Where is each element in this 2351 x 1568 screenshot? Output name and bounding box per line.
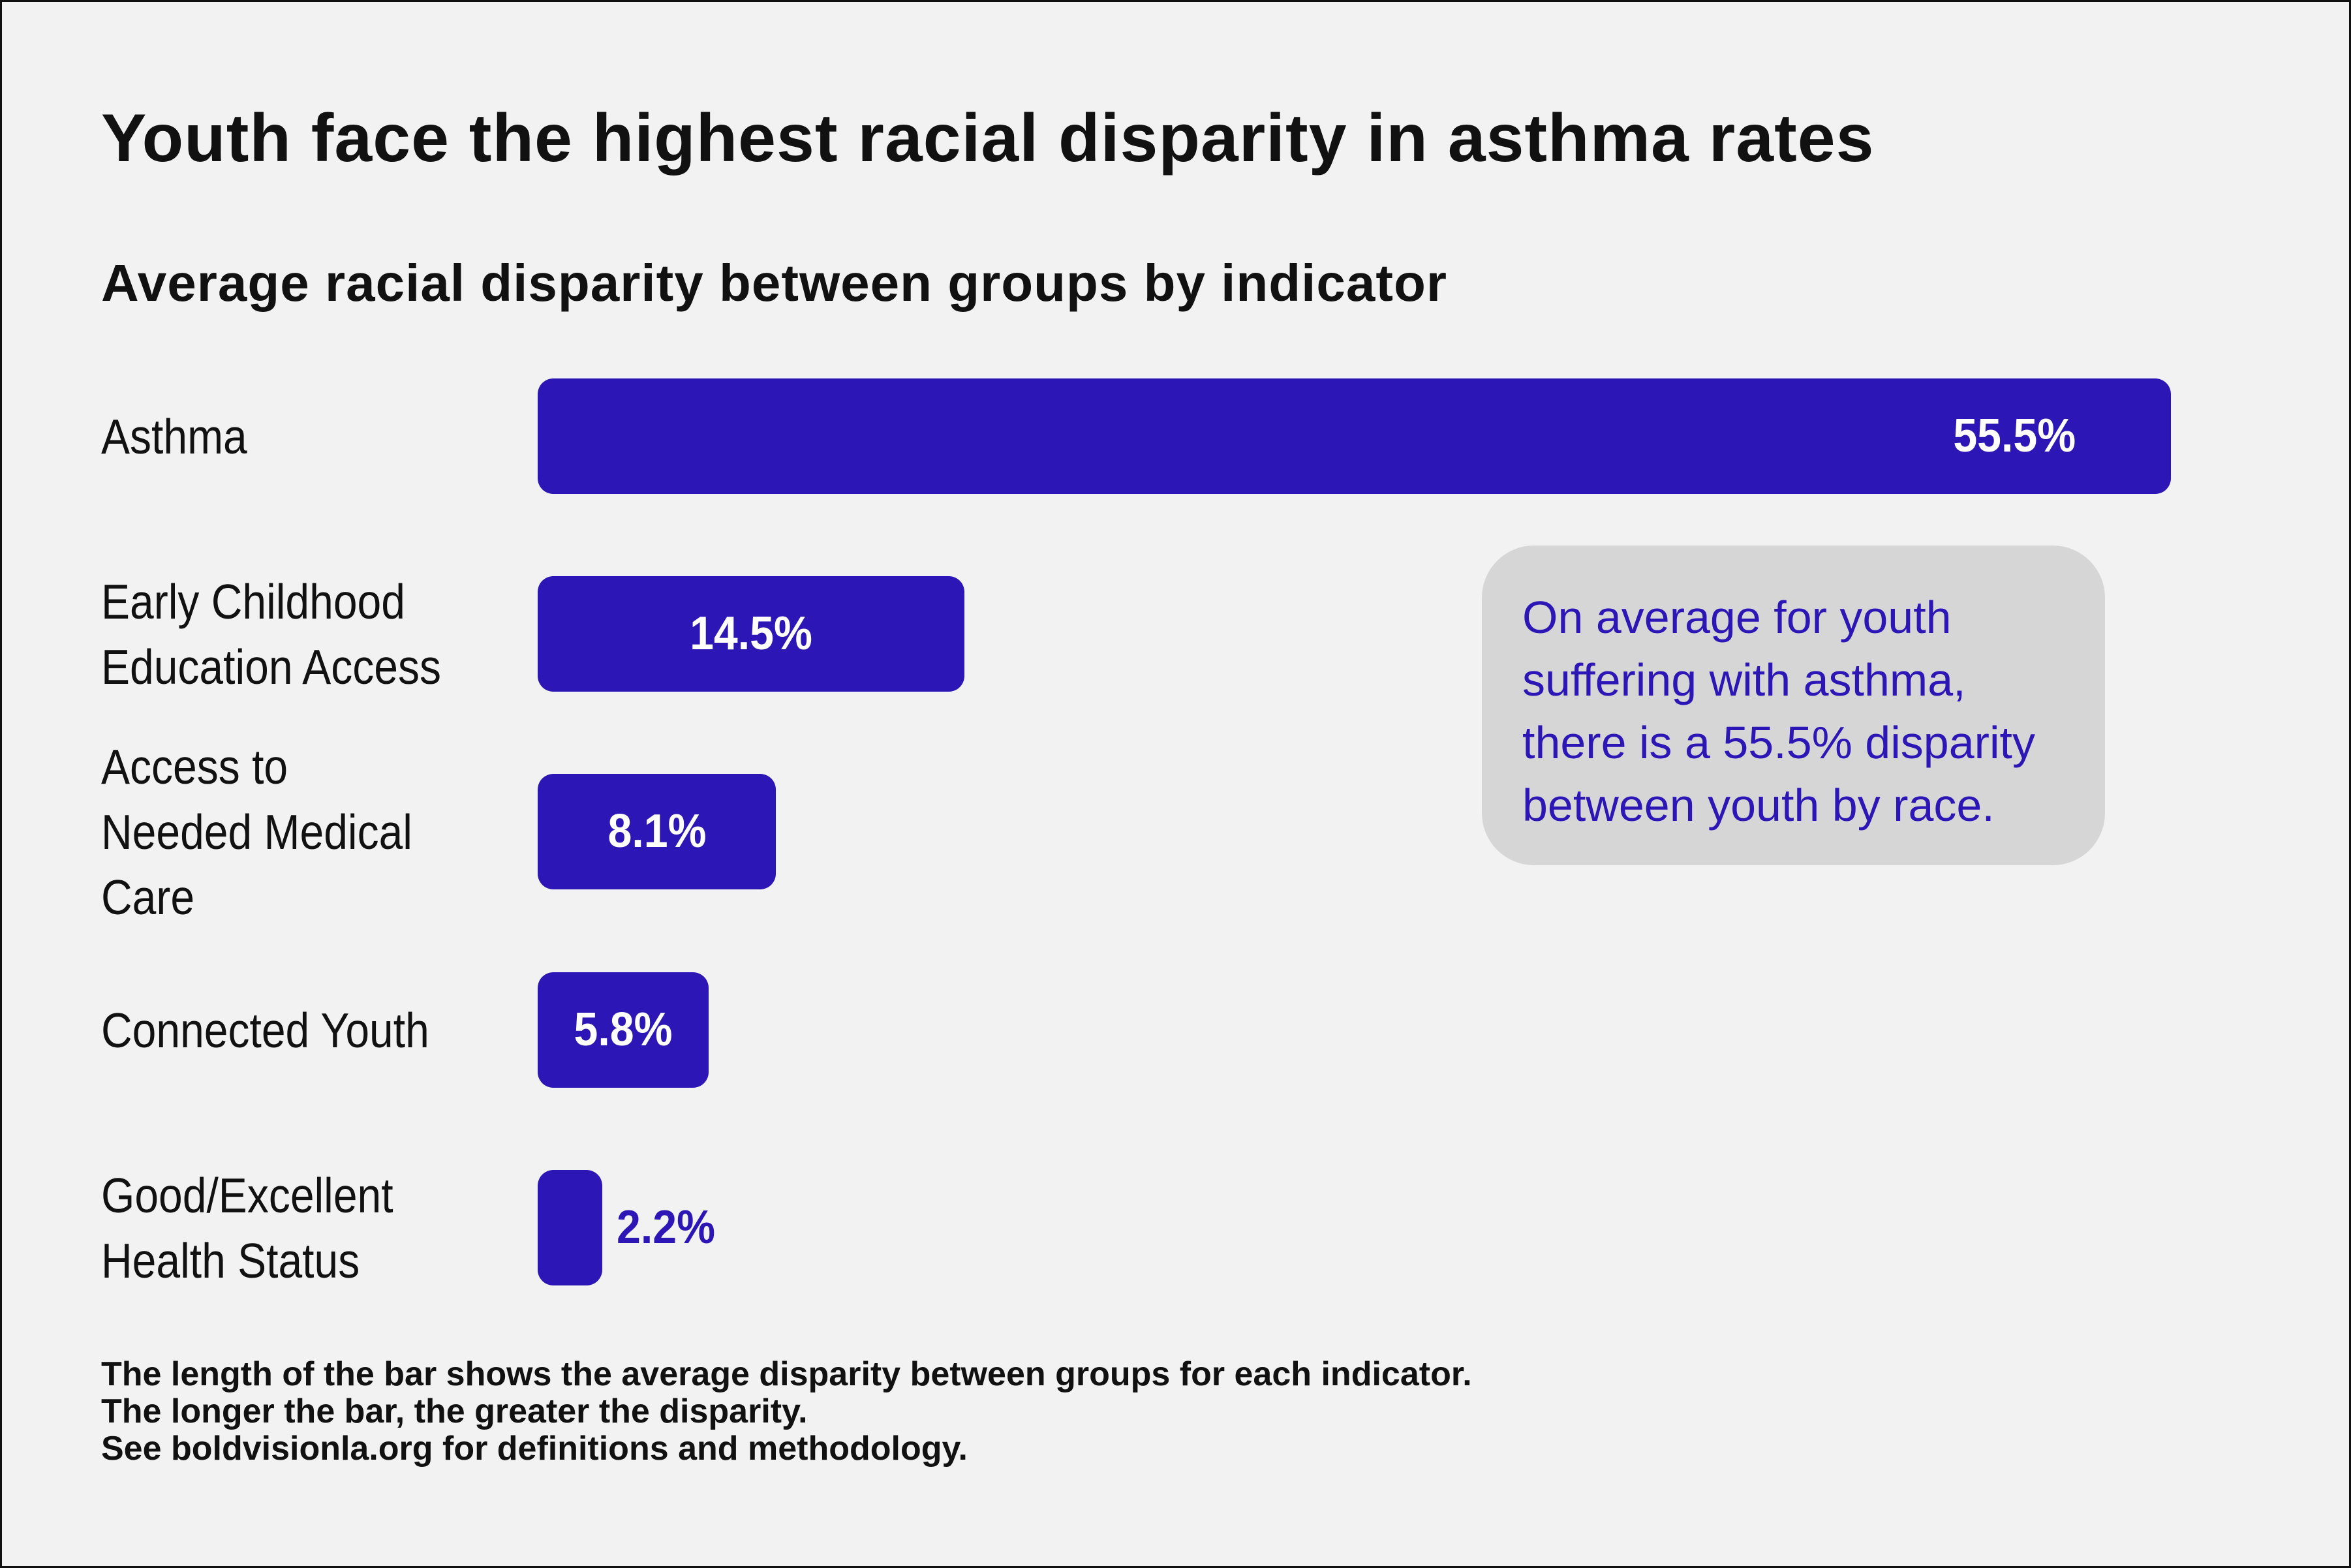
footnote-line: The length of the bar shows the average …: [101, 1355, 1472, 1393]
category-label: Access to Needed Medical Care: [101, 734, 446, 930]
category-label-line: Health Status: [101, 1233, 360, 1288]
category-label: Good/Excellent Health Status: [101, 1163, 446, 1293]
bar: [538, 972, 709, 1088]
callout-text: On average for youth suffering with asth…: [1522, 586, 2092, 837]
category-label-line: Education Access: [101, 639, 441, 694]
callout-line: suffering with asthma,: [1522, 654, 1966, 705]
callout-line: On average for youth: [1522, 592, 1952, 643]
footnote: The length of the bar shows the average …: [101, 1356, 1472, 1468]
footnote-line: See boldvisionla.org for definitions and…: [101, 1430, 968, 1468]
chart-title: Youth face the highest racial disparity …: [101, 100, 1875, 176]
bar: [538, 1170, 602, 1285]
value-label: 2.2%: [617, 1201, 715, 1253]
category-label: Asthma: [101, 404, 446, 469]
category-label-line: Connected Youth: [101, 1002, 429, 1058]
value-label: 14.5%: [690, 607, 812, 660]
category-label-line: Care: [101, 869, 195, 925]
category-label-line: Access to: [101, 739, 288, 794]
category-label: Early Childhood Education Access: [101, 569, 446, 699]
footnote-line: The longer the bar, the greater the disp…: [101, 1392, 808, 1430]
bar: [538, 576, 964, 692]
value-label: 55.5%: [1953, 410, 2076, 462]
category-label-line: Good/Excellent: [101, 1167, 393, 1223]
value-label: 8.1%: [607, 805, 706, 857]
value-label: 5.8%: [574, 1004, 673, 1056]
category-label-line: Asthma: [101, 408, 247, 464]
callout-box: On average for youth suffering with asth…: [1482, 546, 2105, 865]
bar: [538, 378, 2171, 494]
bar: [538, 774, 776, 889]
callout-line: there is a 55.5% disparity: [1522, 717, 2035, 768]
category-label-line: Early Childhood: [101, 574, 405, 629]
category-label-line: Needed Medical: [101, 804, 412, 859]
callout-line: between youth by race.: [1522, 780, 1995, 831]
chart-subtitle: Average racial disparity between groups …: [101, 254, 1447, 312]
category-label: Connected Youth: [101, 998, 446, 1063]
